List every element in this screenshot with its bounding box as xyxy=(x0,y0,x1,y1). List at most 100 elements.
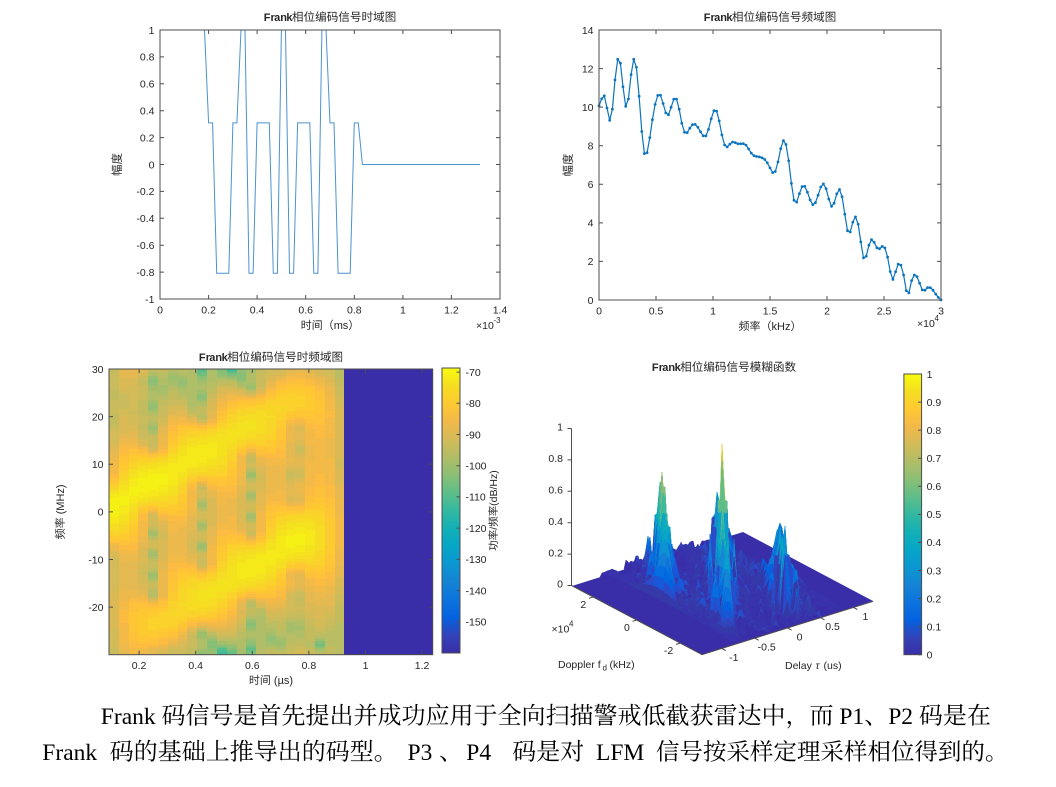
svg-text:0: 0 xyxy=(557,579,563,591)
svg-text:0.4: 0.4 xyxy=(188,660,203,672)
svg-text:×10: ×10 xyxy=(476,320,494,332)
svg-text:0.4: 0.4 xyxy=(140,106,155,118)
svg-text:-3: -3 xyxy=(494,316,502,325)
svg-text:1: 1 xyxy=(557,422,563,434)
svg-text:P2: P2 xyxy=(888,704,913,730)
svg-text:2: 2 xyxy=(824,306,830,318)
svg-text:0: 0 xyxy=(596,306,602,318)
svg-text:Frank: Frank xyxy=(199,352,229,364)
svg-text:0: 0 xyxy=(797,632,803,644)
svg-text:-1: -1 xyxy=(729,652,738,664)
svg-text:0.2: 0.2 xyxy=(132,660,147,672)
svg-text:×10: ×10 xyxy=(552,624,570,636)
svg-text:d: d xyxy=(603,664,607,673)
svg-text:20: 20 xyxy=(92,411,104,423)
svg-text:0.8: 0.8 xyxy=(927,425,942,437)
svg-text:1.5: 1.5 xyxy=(763,306,778,318)
svg-text:Frank: Frank xyxy=(652,362,682,374)
svg-text:0.2: 0.2 xyxy=(201,305,216,317)
svg-text:30: 30 xyxy=(92,364,104,376)
svg-text:0.2: 0.2 xyxy=(548,547,563,559)
svg-text:×10: ×10 xyxy=(917,318,935,330)
svg-text:-150: -150 xyxy=(466,617,487,629)
svg-text:2: 2 xyxy=(580,599,586,611)
svg-text:-130: -130 xyxy=(466,554,487,566)
svg-text:0.6: 0.6 xyxy=(245,660,260,672)
svg-text:ms: ms xyxy=(334,320,349,332)
svg-text:kHz: kHz xyxy=(772,321,791,333)
svg-text:(us): (us) xyxy=(824,660,842,672)
svg-text:(dB/Hz): (dB/Hz) xyxy=(488,470,500,506)
svg-text:-110: -110 xyxy=(466,492,486,504)
svg-text:14: 14 xyxy=(582,25,594,37)
svg-text:-100: -100 xyxy=(466,461,487,473)
svg-text:1.2: 1.2 xyxy=(444,305,459,317)
svg-text:0.4: 0.4 xyxy=(927,537,942,549)
svg-text:-140: -140 xyxy=(466,585,487,597)
svg-text:-10: -10 xyxy=(88,554,103,566)
svg-text:0.4: 0.4 xyxy=(250,305,265,317)
svg-text:1: 1 xyxy=(862,611,868,623)
svg-text:0.6: 0.6 xyxy=(548,485,563,497)
svg-text:1: 1 xyxy=(149,25,155,37)
svg-text:Frank: Frank xyxy=(101,704,156,730)
svg-text:0.8: 0.8 xyxy=(548,453,563,465)
svg-text:0.7: 0.7 xyxy=(927,453,942,465)
svg-text:-70: -70 xyxy=(466,367,481,379)
svg-text:0.6: 0.6 xyxy=(140,79,155,91)
svg-text:3: 3 xyxy=(938,306,944,318)
svg-text:Frank: Frank xyxy=(264,12,294,24)
svg-text:10: 10 xyxy=(582,102,594,114)
svg-text:-80: -80 xyxy=(466,398,481,410)
svg-text:0: 0 xyxy=(157,305,163,317)
svg-text:12: 12 xyxy=(582,63,594,75)
svg-text:-0.2: -0.2 xyxy=(136,186,154,198)
svg-text:1.4: 1.4 xyxy=(493,305,508,317)
svg-text:0.3: 0.3 xyxy=(927,565,942,577)
svg-text:1: 1 xyxy=(927,369,933,381)
svg-text:-1: -1 xyxy=(145,294,154,306)
svg-text:10: 10 xyxy=(92,459,104,471)
svg-text:Frank: Frank xyxy=(704,12,734,24)
svg-text:0.9: 0.9 xyxy=(927,397,942,409)
svg-text:Doppler f: Doppler f xyxy=(558,659,601,671)
svg-text:-90: -90 xyxy=(466,429,481,441)
svg-text:-0.6: -0.6 xyxy=(136,240,154,252)
svg-text:LFM: LFM xyxy=(596,740,644,766)
svg-text:0: 0 xyxy=(149,159,155,171)
svg-text:0: 0 xyxy=(624,622,630,634)
svg-text:0.6: 0.6 xyxy=(298,305,313,317)
svg-text:1: 1 xyxy=(400,305,406,317)
svg-text:4: 4 xyxy=(588,218,594,230)
svg-text:(µs): (µs) xyxy=(274,675,293,687)
svg-text:-120: -120 xyxy=(466,523,487,535)
svg-text:0: 0 xyxy=(98,507,104,519)
svg-text:-0.8: -0.8 xyxy=(136,267,154,279)
svg-text:1.2: 1.2 xyxy=(415,660,430,672)
svg-text:4: 4 xyxy=(569,620,574,629)
svg-text:0.8: 0.8 xyxy=(302,660,317,672)
svg-text:0.2: 0.2 xyxy=(140,132,155,144)
svg-text:P3: P3 xyxy=(408,740,433,766)
svg-text:-20: -20 xyxy=(88,602,103,614)
svg-text:0.8: 0.8 xyxy=(140,52,155,64)
svg-text:8: 8 xyxy=(588,141,594,153)
svg-text:Delay: Delay xyxy=(785,660,813,672)
svg-text:Frank: Frank xyxy=(42,740,97,766)
svg-text:0.5: 0.5 xyxy=(649,306,664,318)
svg-text:-0.5: -0.5 xyxy=(758,642,776,654)
svg-text:/: / xyxy=(488,527,500,530)
svg-text:0: 0 xyxy=(927,650,933,662)
svg-text:0.6: 0.6 xyxy=(927,481,942,493)
svg-text:P4: P4 xyxy=(466,740,491,766)
svg-text:1: 1 xyxy=(363,660,369,672)
svg-text:0.8: 0.8 xyxy=(347,305,362,317)
svg-text:-2: -2 xyxy=(664,645,673,657)
svg-text:4: 4 xyxy=(935,314,940,323)
svg-text:2: 2 xyxy=(588,256,594,268)
svg-text:0.4: 0.4 xyxy=(548,516,563,528)
svg-text:0.5: 0.5 xyxy=(927,509,942,521)
svg-text:P1: P1 xyxy=(839,704,864,730)
svg-text:0.2: 0.2 xyxy=(927,593,942,605)
svg-text:τ: τ xyxy=(816,660,821,672)
